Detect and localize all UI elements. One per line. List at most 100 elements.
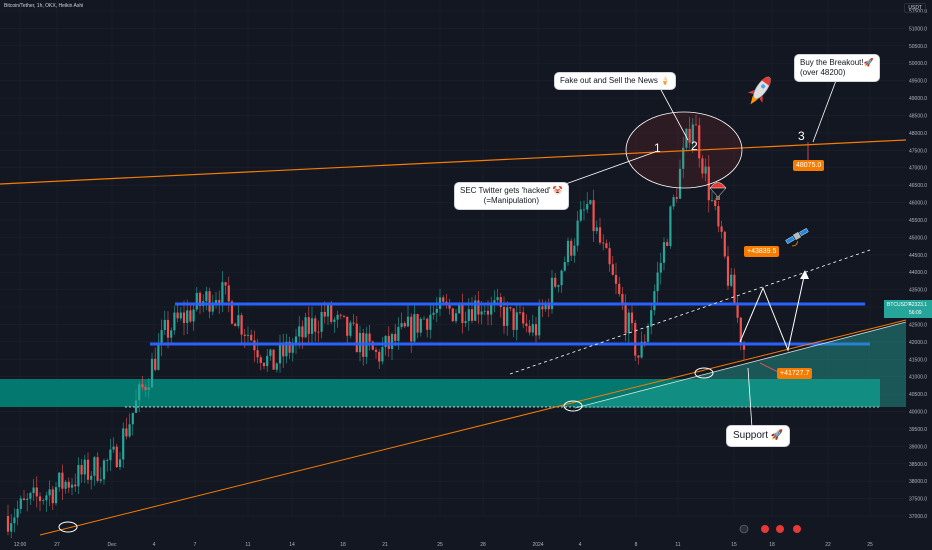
- sec-callout[interactable]: SEC Twitter gets 'hacked' 🤡 (=Manipulati…: [455, 183, 568, 209]
- candle-body: [502, 306, 506, 326]
- breakout-text-line1: Buy the Breakout!🚀: [800, 58, 874, 67]
- candle-body: [451, 308, 454, 322]
- candle-body: [51, 489, 54, 504]
- candle-body: [419, 318, 422, 333]
- candle-body: [122, 428, 125, 460]
- candle-body: [272, 349, 275, 370]
- price-tick-label: 47000.0: [909, 166, 927, 172]
- candle-body: [10, 523, 13, 532]
- candle-body: [90, 475, 93, 480]
- candle-body: [282, 344, 285, 357]
- candle-body: [42, 500, 45, 502]
- candle-body: [314, 318, 317, 332]
- candle-body: [243, 334, 246, 336]
- long-support-trendline: [39, 319, 907, 536]
- candle-body: [595, 227, 598, 232]
- candle-body: [534, 324, 538, 336]
- fakeout-callout[interactable]: Fake out and Sell the News 🍦: [555, 73, 676, 89]
- candle-body: [506, 307, 509, 326]
- candle-body: [493, 300, 496, 303]
- price-tick-label: 42000.0: [909, 340, 927, 346]
- candle-body: [499, 297, 502, 307]
- time-tick-label: 4: [153, 542, 156, 548]
- candle-body: [730, 274, 733, 286]
- countdown: 56:09: [909, 310, 922, 316]
- breakout-callout[interactable]: Buy the Breakout!🚀 (over 48200): [795, 55, 879, 81]
- sec-pointer: [559, 151, 656, 187]
- candle-body: [557, 285, 560, 287]
- sec-text-line1: SEC Twitter gets 'hacked' 🤡: [460, 186, 563, 195]
- candle-body: [461, 303, 464, 324]
- candle-body: [710, 200, 714, 201]
- candle-body: [211, 303, 214, 312]
- price-tick-label: 41500.0: [909, 357, 927, 363]
- candle-body: [490, 302, 493, 315]
- time-tick-label: 28: [480, 542, 486, 548]
- candle-body: [147, 387, 150, 390]
- price-axis-panel[interactable]: [906, 0, 932, 550]
- candle-body: [621, 293, 624, 305]
- candle-body: [378, 351, 381, 362]
- candle-body: [218, 299, 221, 304]
- candle-body: [205, 291, 208, 302]
- target-mid-tag: +43839.5: [744, 246, 780, 257]
- candle-body: [563, 262, 566, 271]
- candle-body: [323, 312, 326, 317]
- price-tick-label: 43500.0: [909, 288, 927, 294]
- candle-body: [630, 312, 634, 324]
- candle-body: [669, 206, 672, 247]
- candle-body: [525, 323, 528, 326]
- candle-body: [250, 334, 253, 341]
- candle-body: [310, 318, 314, 334]
- candle-body: [19, 498, 22, 509]
- candle-body: [720, 226, 723, 232]
- time-tick-label: 7: [194, 542, 197, 548]
- support-touch-circle-1: [58, 521, 78, 533]
- price-tick-label: 40000.0: [909, 410, 927, 416]
- candle-body: [237, 315, 240, 327]
- candle-body: [224, 282, 227, 286]
- candle-body: [483, 310, 486, 312]
- candle-body: [582, 209, 586, 211]
- candle-body: [579, 209, 582, 221]
- marker-3: 3: [798, 129, 805, 143]
- candle-body: [83, 459, 86, 475]
- candle-body: [266, 355, 269, 367]
- candle-body: [643, 341, 646, 343]
- candle-body: [726, 256, 730, 286]
- candle-body: [598, 227, 602, 243]
- candle-body: [659, 262, 662, 273]
- candle-body: [538, 306, 541, 336]
- support-touch-circle-2: [563, 400, 583, 412]
- candle-body: [464, 321, 467, 324]
- candle-body: [685, 128, 688, 148]
- candle-body: [118, 459, 122, 468]
- candle-body: [662, 242, 666, 263]
- candle-body: [371, 341, 374, 350]
- candle-body: [640, 341, 643, 358]
- support-touch-circle-3: [694, 367, 714, 379]
- candle-body: [176, 312, 179, 319]
- price-tick-label: 47500.0: [909, 148, 927, 154]
- candle-body: [77, 465, 80, 487]
- candle-body: [86, 459, 90, 480]
- candle-body: [694, 124, 698, 126]
- candle-body: [128, 424, 131, 437]
- candle-body: [349, 322, 352, 336]
- target-low-tag: +41727.7: [777, 368, 813, 379]
- price-tick-label: 38500.0: [909, 462, 927, 468]
- price-axis: 51500.051000.050500.050000.049500.049000…: [909, 9, 927, 520]
- candle-body: [29, 493, 32, 499]
- candle-body: [573, 245, 576, 256]
- candle-body: [141, 384, 144, 387]
- candle-body: [387, 335, 390, 349]
- support-callout[interactable]: Support 🚀: [727, 426, 790, 446]
- candle-body: [714, 200, 717, 207]
- candle-body: [35, 487, 38, 497]
- candle-body: [67, 481, 70, 488]
- candle-body: [352, 322, 355, 324]
- quote-currency[interactable]: USDT: [904, 3, 926, 13]
- candle-body: [688, 128, 691, 143]
- candle-body: [474, 300, 477, 321]
